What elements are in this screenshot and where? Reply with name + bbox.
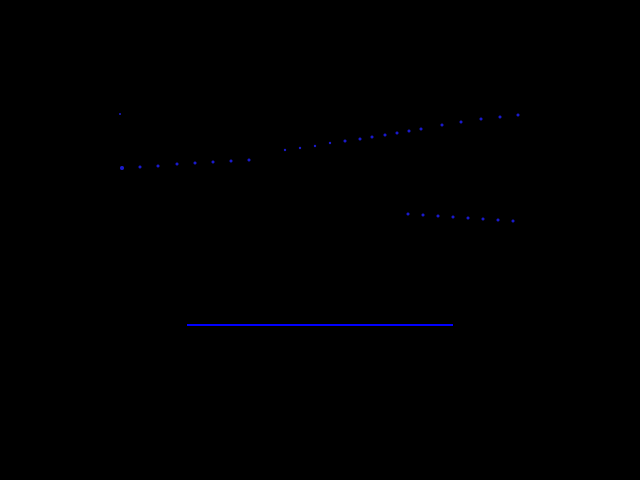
dot (343, 139, 347, 143)
dot (120, 166, 124, 170)
paddle-line (187, 324, 453, 326)
dot (481, 217, 485, 221)
dot (421, 213, 425, 217)
dot (451, 215, 455, 219)
dot (358, 137, 362, 141)
dot (119, 113, 121, 115)
dot (440, 123, 444, 127)
lower-dot-trail (406, 212, 515, 223)
dot (313, 144, 317, 148)
dot (193, 161, 197, 165)
dot (138, 165, 142, 169)
dot (328, 141, 332, 145)
dot (395, 131, 399, 135)
dot (516, 113, 520, 117)
dot (175, 162, 179, 166)
dot (498, 115, 502, 119)
dot (496, 218, 500, 222)
dot (247, 158, 251, 162)
dot (370, 135, 374, 139)
dot (511, 219, 515, 223)
dot (407, 129, 411, 133)
dot (298, 146, 302, 150)
upper-dot-trail (119, 113, 520, 170)
dot (383, 133, 387, 137)
dot (211, 160, 215, 164)
dot (459, 120, 463, 124)
dot (479, 117, 483, 121)
dot (466, 216, 470, 220)
dot (229, 159, 233, 163)
dot (419, 127, 423, 131)
dot (436, 214, 440, 218)
dot (283, 148, 287, 152)
dot (406, 212, 410, 216)
dot (156, 164, 160, 168)
